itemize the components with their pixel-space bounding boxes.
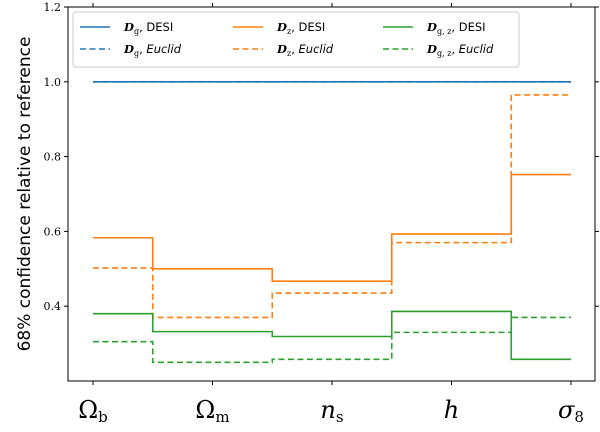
x-tick-label: σ8 <box>558 396 584 426</box>
y-tick-label: 0.8 <box>44 151 62 164</box>
x-tick-label: ns <box>320 396 343 426</box>
x-tick-label: h <box>444 396 459 424</box>
plot-area <box>93 81 571 364</box>
legend-box <box>72 11 520 68</box>
y-tick-label: 0.4 <box>44 300 62 313</box>
x-tick-label: Ωb <box>78 396 108 426</box>
legend-entry: Dz, DESI <box>276 20 325 36</box>
legend: Dg, DESI Dg, Euclid Dz, DESI Dz, Euclid Dg, … <box>72 11 520 68</box>
legend-entry: Dg, Euclid <box>123 42 182 58</box>
x-tick-label: Ωm <box>195 396 229 426</box>
y-tick-label: 0.6 <box>44 225 62 238</box>
y-axis: 0.4 0.6 0.8 1.0 1.2 <box>44 1 599 313</box>
series-line-6 <box>93 316 571 364</box>
series-line-4 <box>93 94 571 319</box>
series-line-5 <box>93 310 571 361</box>
y-axis-label: 68% confidence relative to reference <box>15 37 35 352</box>
legend-entry: Dg, z, DESI <box>426 20 486 36</box>
legend-entry: Dg, z, Euclid <box>426 42 494 58</box>
x-axis: Ωb Ωm ns h σ8 <box>78 3 584 426</box>
series-line-3 <box>93 173 571 282</box>
y-tick-label: 1.0 <box>44 76 62 89</box>
legend-entry: Dz, Euclid <box>276 42 334 58</box>
legend-entry: Dg, DESI <box>123 20 173 36</box>
y-tick-label: 1.2 <box>44 1 62 14</box>
